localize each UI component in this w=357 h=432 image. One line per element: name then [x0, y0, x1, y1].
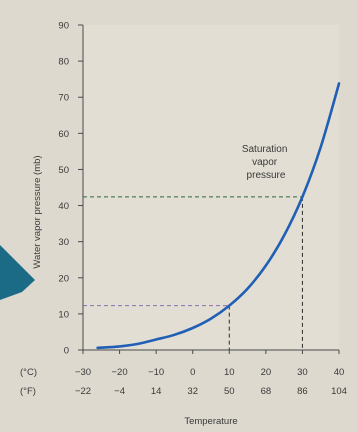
x-tick-label-f: 32: [187, 386, 198, 397]
y-tick-label: 60: [58, 129, 69, 140]
x-tick-label-f: −22: [75, 386, 91, 397]
x-axis-title: Temperature: [184, 416, 237, 427]
x-tick-label-c: −10: [148, 367, 164, 378]
y-tick-label: 20: [58, 273, 69, 284]
y-axis-title: Water vapor pressure (mb): [32, 155, 43, 268]
x-tick-label-c: 0: [190, 367, 195, 378]
curve-annotation: Saturation vapor pressure: [242, 144, 290, 181]
teal-arrow-decoration: [0, 245, 35, 300]
annotation-line-2: vapor: [252, 157, 278, 168]
x-tick-label-f: 14: [151, 386, 162, 397]
saturation-curve: [96, 82, 341, 350]
x-tick-label-f: −4: [114, 386, 125, 397]
plot-area: [83, 25, 339, 350]
y-tick-label: 90: [58, 21, 69, 32]
annotation-line-1: Saturation: [242, 144, 288, 155]
reference-lines: [83, 196, 303, 350]
y-tick-label: 80: [58, 57, 69, 68]
x-tick-label-c: 30: [297, 367, 308, 378]
x-tick-label-f: 104: [331, 386, 347, 397]
x-tick-label-f: 68: [261, 386, 272, 397]
x-unit-f-label: (°F): [20, 386, 36, 397]
axes-layer: [82, 25, 339, 351]
x-tick-label-c: 20: [261, 367, 272, 378]
x-tick-label-c: −30: [75, 367, 91, 378]
y-tick-label: 40: [58, 201, 69, 212]
y-tick-label: 70: [58, 93, 69, 104]
x-ticks: −30 −22 −20 −4 −10 14 0 32 10 50 20 68 30 86 40 104: [75, 350, 347, 397]
x-tick-label-c: 40: [334, 367, 345, 378]
y-ticks: 0 10 20 30 40 50 60 70 80 90: [58, 21, 83, 357]
x-tick-label-f: 50: [224, 386, 235, 397]
annotation-line-3: pressure: [247, 170, 286, 181]
x-tick-label-c: 10: [224, 367, 235, 378]
y-tick-label: 50: [58, 165, 69, 176]
x-tick-label-f: 86: [297, 386, 308, 397]
curve-layer: [96, 82, 341, 350]
x-tick-label-c: −20: [112, 367, 128, 378]
x-unit-c-label: (°C): [20, 367, 37, 378]
y-tick-label: 30: [58, 237, 69, 248]
y-tick-label: 0: [64, 346, 69, 357]
y-tick-label: 10: [58, 309, 69, 320]
